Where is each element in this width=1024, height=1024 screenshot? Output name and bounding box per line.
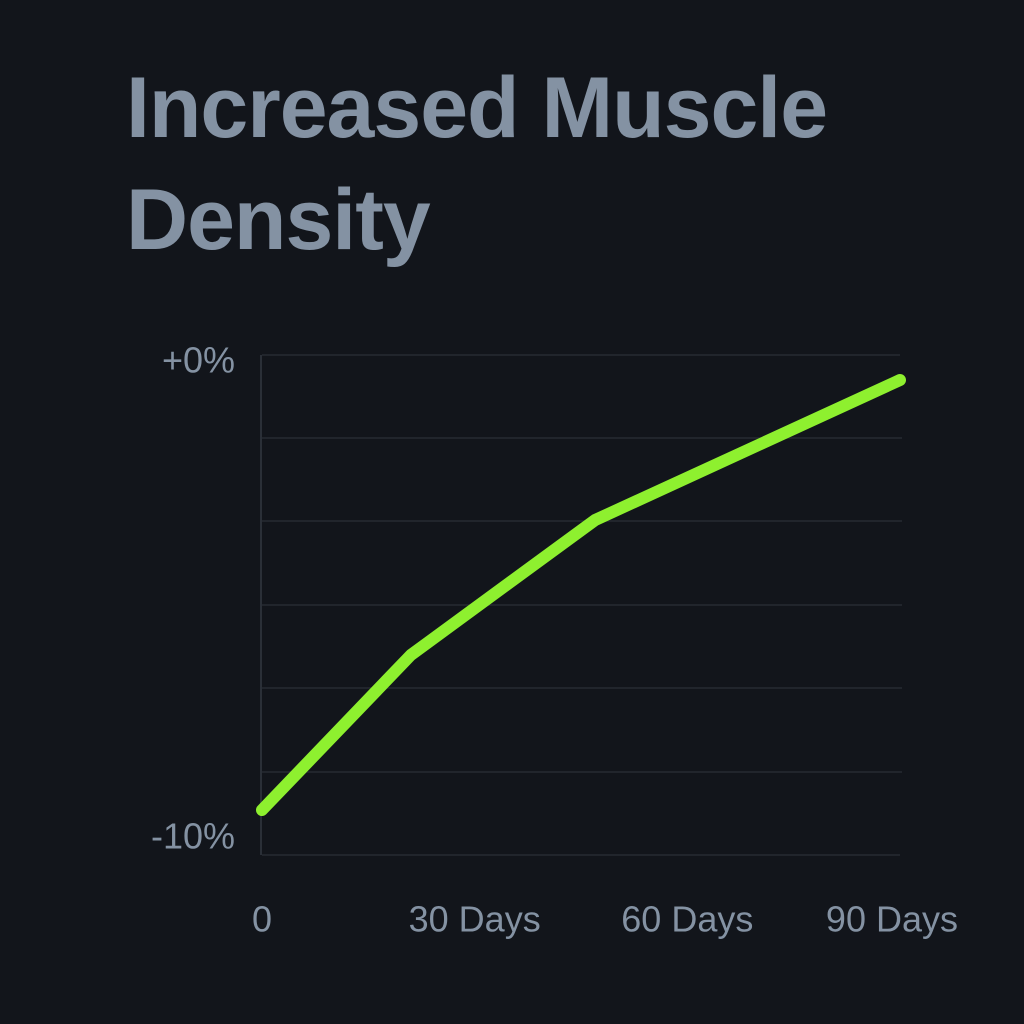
chart-title: Increased Muscle Density — [126, 60, 828, 268]
minor-grid — [262, 437, 902, 773]
x-tick-label: 90 Days — [826, 899, 958, 940]
y-tick-label: +0% — [162, 340, 235, 381]
x-tick-label: 60 Days — [621, 899, 753, 940]
x-tick-label: 30 Days — [409, 899, 541, 940]
x-tick-label: 0 — [252, 899, 272, 940]
y-tick-label: -10% — [151, 816, 235, 857]
data-line — [256, 374, 906, 816]
